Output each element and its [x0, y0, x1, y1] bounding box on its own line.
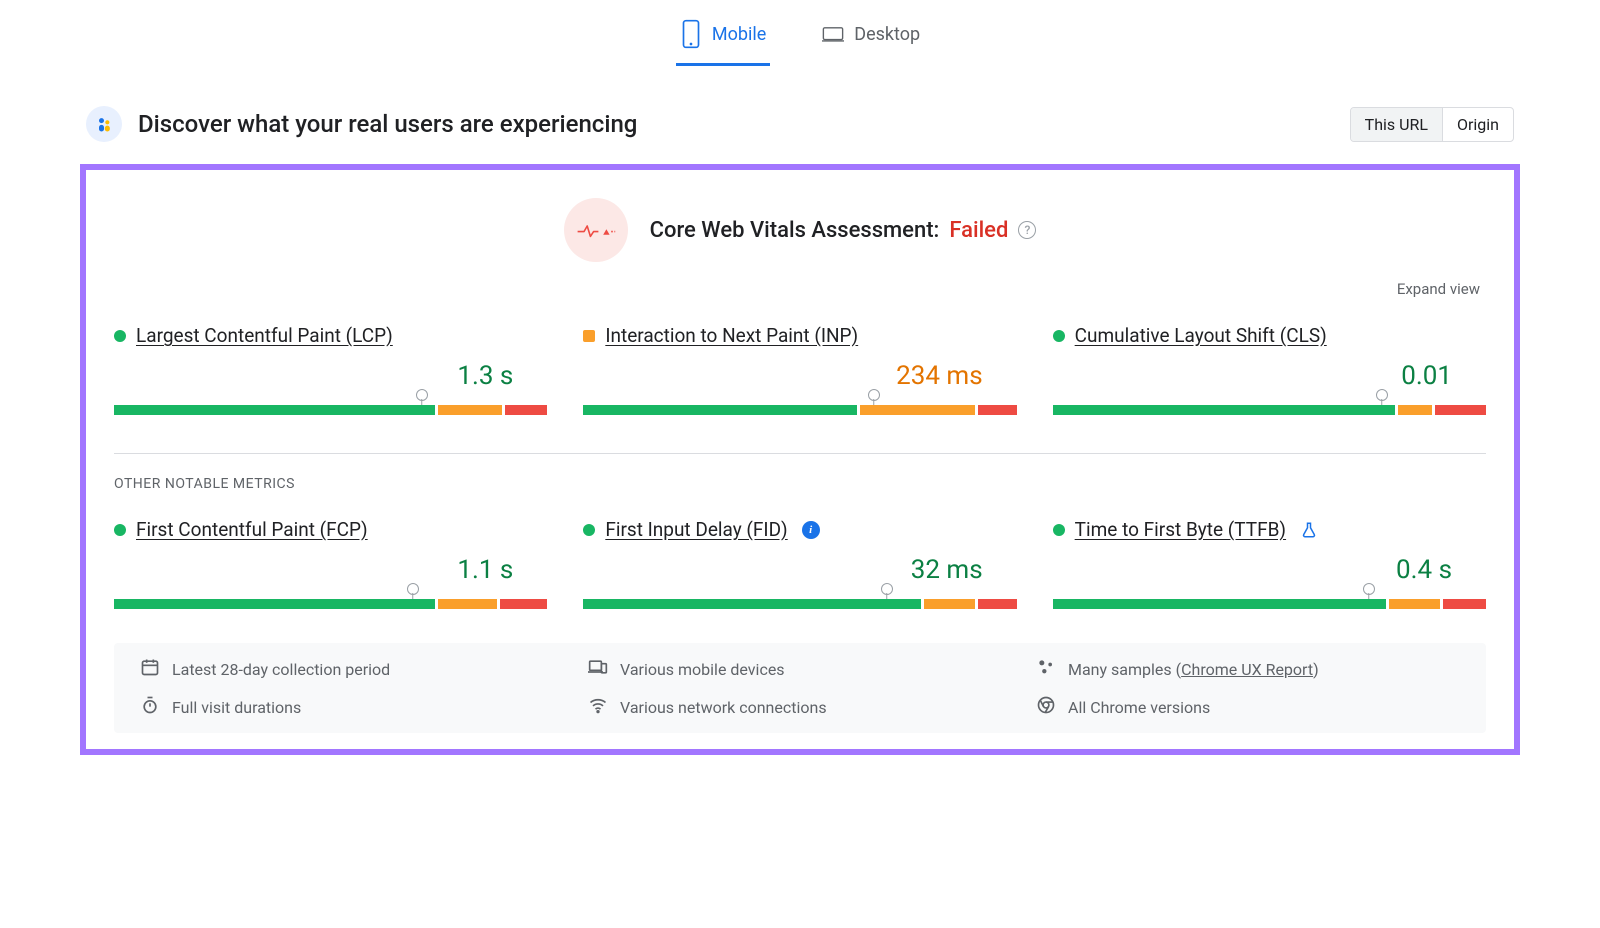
- users-icon: [86, 106, 122, 142]
- mobile-icon: [680, 19, 702, 49]
- metric-value: 0.01: [1053, 361, 1486, 391]
- toggle-this-url[interactable]: This URL: [1351, 108, 1442, 141]
- metric-fcp: First Contentful Paint (FCP) 1.1 s: [114, 518, 547, 613]
- info-text: Various mobile devices: [620, 660, 785, 679]
- metric-value: 32 ms: [583, 555, 1016, 585]
- distribution-bar: [114, 589, 547, 613]
- metric-inp: Interaction to Next Paint (INP) 234 ms: [583, 324, 1016, 419]
- metric-value: 1.1 s: [114, 555, 547, 585]
- metric-name-link[interactable]: Interaction to Next Paint (INP): [605, 324, 858, 347]
- info-item-devices: Various mobile devices: [588, 657, 1012, 681]
- status-indicator: [583, 524, 595, 536]
- divider: [114, 453, 1486, 454]
- metric-value: 234 ms: [583, 361, 1016, 391]
- info-item-timer: Full visit durations: [140, 695, 564, 719]
- metric-value: 1.3 s: [114, 361, 547, 391]
- metric-name-link[interactable]: First Input Delay (FID): [605, 518, 787, 541]
- tab-mobile-label: Mobile: [712, 24, 766, 45]
- assessment-row: Core Web Vitals Assessment: Failed ?: [114, 198, 1486, 262]
- assessment-help-icon[interactable]: ?: [1018, 221, 1036, 239]
- info-item-samples: Many samples (Chrome UX Report): [1036, 657, 1460, 681]
- info-text: Various network connections: [620, 698, 827, 717]
- metric-name-link[interactable]: Cumulative Layout Shift (CLS): [1075, 324, 1327, 347]
- info-item-calendar: Latest 28-day collection period: [140, 657, 564, 681]
- info-icon[interactable]: i: [802, 521, 820, 539]
- calendar-icon: [140, 657, 160, 681]
- chrome-icon: [1036, 695, 1056, 719]
- timer-icon: [140, 695, 160, 719]
- other-metrics-grid: First Contentful Paint (FCP) 1.1 s First…: [114, 518, 1486, 613]
- status-indicator: [114, 330, 126, 342]
- distribution-bar: [583, 589, 1016, 613]
- experimental-icon[interactable]: [1300, 521, 1318, 539]
- assessment-label: Core Web Vitals Assessment:: [650, 218, 940, 243]
- metric-cls: Cumulative Layout Shift (CLS) 0.01: [1053, 324, 1486, 419]
- tab-desktop[interactable]: Desktop: [818, 7, 924, 66]
- info-text: Full visit durations: [172, 698, 301, 717]
- collection-info-card: Latest 28-day collection period Various …: [114, 643, 1486, 733]
- desktop-icon: [822, 19, 844, 49]
- samples-icon: [1036, 657, 1056, 681]
- distribution-bar: [1053, 589, 1486, 613]
- metric-fid: First Input Delay (FID) i 32 ms: [583, 518, 1016, 613]
- status-indicator: [1053, 330, 1065, 342]
- other-metrics-label: OTHER NOTABLE METRICS: [114, 476, 1486, 492]
- info-text: All Chrome versions: [1068, 698, 1210, 717]
- core-metrics-grid: Largest Contentful Paint (LCP) 1.3 s Int…: [114, 324, 1486, 419]
- metric-ttfb: Time to First Byte (TTFB) 0.4 s: [1053, 518, 1486, 613]
- status-indicator: [583, 330, 595, 342]
- scope-toggle: This URL Origin: [1350, 107, 1514, 142]
- info-text: Latest 28-day collection period: [172, 660, 390, 679]
- info-text: Many samples (Chrome UX Report): [1068, 660, 1319, 679]
- core-web-vitals-panel: Core Web Vitals Assessment: Failed ? Exp…: [80, 164, 1520, 755]
- section-header: Discover what your real users are experi…: [80, 106, 1520, 142]
- expand-view-link[interactable]: Expand view: [114, 280, 1486, 298]
- metric-name-link[interactable]: First Contentful Paint (FCP): [136, 518, 368, 541]
- info-item-wifi: Various network connections: [588, 695, 1012, 719]
- tab-desktop-label: Desktop: [854, 24, 920, 45]
- assessment-status: Failed: [949, 218, 1008, 243]
- info-item-chrome: All Chrome versions: [1036, 695, 1460, 719]
- distribution-bar: [583, 395, 1016, 419]
- tab-bar: Mobile Desktop: [80, 10, 1520, 66]
- metric-name-link[interactable]: Time to First Byte (TTFB): [1075, 518, 1286, 541]
- distribution-bar: [114, 395, 547, 419]
- assessment-badge-icon: [564, 198, 628, 262]
- metric-lcp: Largest Contentful Paint (LCP) 1.3 s: [114, 324, 547, 419]
- devices-icon: [588, 657, 608, 681]
- crux-report-link[interactable]: Chrome UX Report: [1181, 660, 1313, 679]
- status-indicator: [1053, 524, 1065, 536]
- status-indicator: [114, 524, 126, 536]
- wifi-icon: [588, 695, 608, 719]
- distribution-bar: [1053, 395, 1486, 419]
- page-title: Discover what your real users are experi…: [138, 110, 1334, 138]
- toggle-origin[interactable]: Origin: [1442, 108, 1513, 141]
- metric-value: 0.4 s: [1053, 555, 1486, 585]
- metric-name-link[interactable]: Largest Contentful Paint (LCP): [136, 324, 393, 347]
- tab-mobile[interactable]: Mobile: [676, 7, 770, 66]
